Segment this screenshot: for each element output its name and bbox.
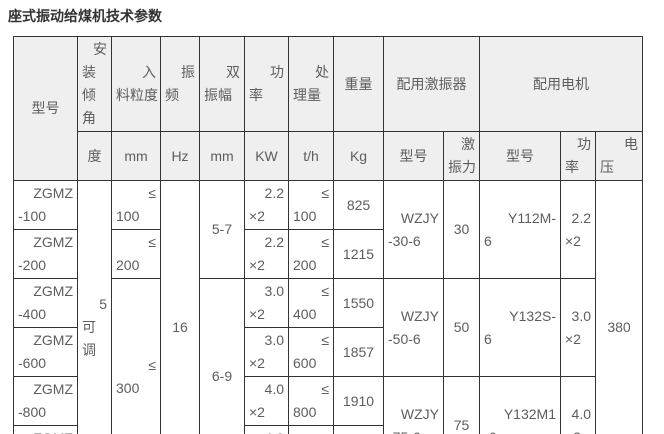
power-cell: 2.2 ×2 xyxy=(244,229,289,279)
capacity-column-header: 处理量 xyxy=(288,36,334,132)
specs-table: 型号 安装倾角 入料粒度 振频 双振幅 功率 处理量 重量 配用激振器 配用电机… xyxy=(13,36,644,434)
model-cell: ZGMZ -400 xyxy=(13,278,78,328)
amplitude-column-header: 双振幅 xyxy=(199,36,245,132)
capacity-cell: ≤1000 xyxy=(288,425,334,434)
weight-column-header: 重量 xyxy=(333,36,384,132)
motor-model-header: 型号 xyxy=(479,131,561,181)
power-cell: 4.0×2 xyxy=(244,425,289,434)
feed-cell: ≤100 xyxy=(111,180,161,230)
amplitude-unit: mm xyxy=(199,131,245,181)
weight-cell: 1857 xyxy=(333,327,384,377)
motor-power-cell: 4.0×2 xyxy=(560,376,596,434)
weight-cell: 1550 xyxy=(333,278,384,328)
capacity-cell: ≤800 xyxy=(288,376,334,426)
table-row: ZGMZ-1000 4.0×2 ≤1000 1910 xyxy=(13,425,643,434)
exciter-model-header: 型号 xyxy=(383,131,444,181)
model-cell: ZGMZ-1000 xyxy=(13,425,78,434)
header-row-1: 型号 安装倾角 入料粒度 振频 双振幅 功率 处理量 重量 配用激振器 配用电机 xyxy=(13,36,644,181)
power-cell: 2.2 ×2 xyxy=(244,180,289,230)
feed-size-column-header: 入料粒度 xyxy=(111,36,161,132)
motor-power-cell: 2.2 ×2 xyxy=(560,180,596,279)
feed-size-unit: mm xyxy=(111,131,161,181)
power-cell: 4.0×2 xyxy=(244,376,289,426)
table-row: ZGMZ -600 3.0 ×2 ≤600 1857 xyxy=(13,327,643,377)
model-cell: ZGMZ -100 xyxy=(13,180,78,230)
power-unit: KW xyxy=(244,131,289,181)
feed-cell: ≤200 xyxy=(111,229,161,279)
motor-power-header: 功率 xyxy=(560,131,596,181)
motor-power-cell: 3.0 ×2 xyxy=(560,278,596,377)
motor-voltage-header: 电压 xyxy=(594,131,644,181)
weight-cell: 1910 xyxy=(333,425,384,434)
angle-unit: 度 xyxy=(77,131,112,181)
amplitude-cell: 6-9 xyxy=(199,278,245,434)
weight-cell: 1215 xyxy=(333,229,384,279)
table-row: ZGMZ -400 ≤300 6-9 3.0 ×2 ≤400 1550 WZJY -5… xyxy=(13,278,643,434)
feed-cell: ≤300 xyxy=(111,278,161,434)
motor-model-cell: Y132S- 6 xyxy=(479,278,561,377)
motor-group-header: 配用电机 xyxy=(478,36,644,132)
power-cell: 3.0 ×2 xyxy=(244,327,289,377)
motor-model-cell: Y112M- 6 xyxy=(479,180,561,279)
capacity-cell: ≤600 xyxy=(288,327,334,377)
model-cell: ZGMZ -800 xyxy=(13,376,78,426)
weight-cell: 1910 xyxy=(333,376,384,426)
model-column-header: 型号 xyxy=(13,36,78,181)
model-cell: ZGMZ -600 xyxy=(13,327,78,377)
frequency-column-header: 振频 xyxy=(160,36,200,132)
angle-column-header: 安装倾角 xyxy=(77,36,112,132)
exciter-force-header: 激振力 xyxy=(443,131,480,181)
page-title: 座式振动给煤机技术参数 xyxy=(8,8,162,24)
exciter-model-cell: WZJY -30-6 xyxy=(383,180,444,279)
voltage-cell: 380 xyxy=(594,180,644,434)
header-row-2: 度 mm Hz mm KW t/h Kg 型号 激振力 型号 功率 电压 xyxy=(14,131,644,181)
weight-cell: 825 xyxy=(333,180,384,230)
exciter-force-cell: 30 xyxy=(443,180,480,279)
power-column-header: 功率 xyxy=(244,36,289,132)
exciter-group-header: 配用激振器 xyxy=(383,36,480,132)
table-row: ZGMZ -200 ≤200 2.2 ×2 ≤200 1215 xyxy=(13,229,643,279)
capacity-cell: ≤400 xyxy=(288,278,334,328)
frequency-unit: Hz xyxy=(160,131,200,181)
amplitude-cell: 5-7 xyxy=(199,180,245,279)
exciter-model-cell: WZJY-75-6 xyxy=(383,376,444,434)
capacity-cell: ≤100 xyxy=(288,180,334,230)
power-cell: 3.0 ×2 xyxy=(244,278,289,328)
capacity-cell: ≤200 xyxy=(288,229,334,279)
capacity-unit: t/h xyxy=(288,131,334,181)
weight-unit: Kg xyxy=(333,131,384,181)
frequency-cell: 16 xyxy=(160,180,200,434)
motor-model-cell: Y132M1-6 xyxy=(479,376,561,434)
exciter-force-cell: 75 xyxy=(443,376,480,434)
model-cell: ZGMZ -200 xyxy=(13,229,78,279)
table-row: ZGMZ-800 4.0×2 ≤800 1910 WZJY-75-6 75 Y1… xyxy=(13,376,643,434)
exciter-force-cell: 50 xyxy=(443,278,480,377)
exciter-model-cell: WZJY -50-6 xyxy=(383,278,444,377)
